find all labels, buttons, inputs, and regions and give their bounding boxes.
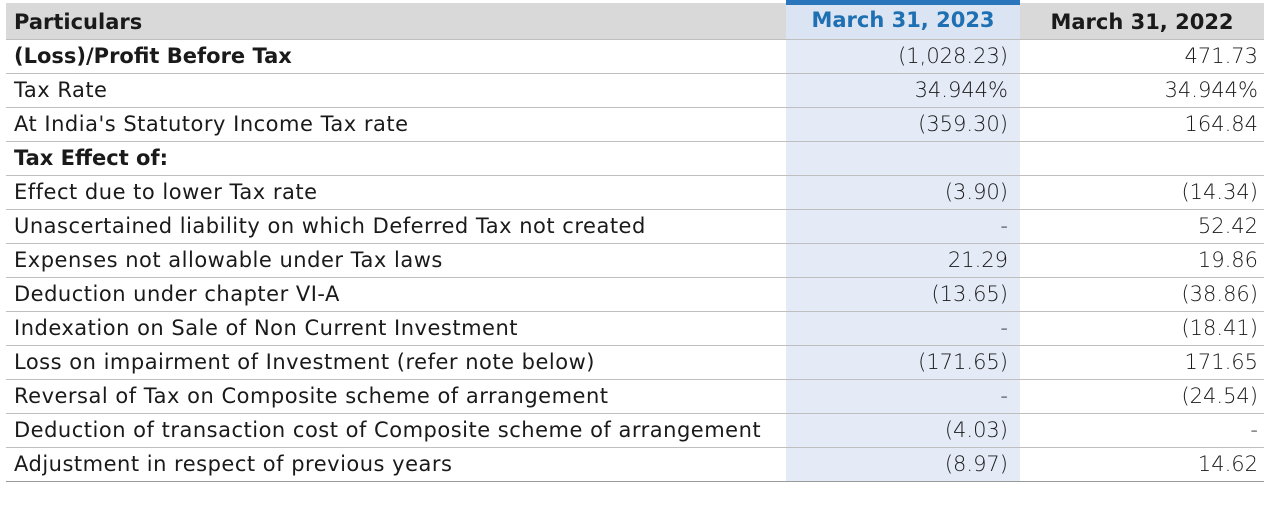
row-current-value: 21.29 bbox=[786, 243, 1020, 278]
header-row: Particulars March 31, 2023 March 31, 202… bbox=[6, 0, 1264, 40]
row-label: Tax Rate bbox=[6, 73, 786, 108]
header-previous-year: March 31, 2022 bbox=[1020, 2, 1264, 40]
table-row: (Loss)/Profit Before Tax (1,028.23) 471.… bbox=[6, 39, 1264, 74]
row-current-value: (8.97) bbox=[786, 447, 1020, 482]
row-current-value: (3.90) bbox=[786, 175, 1020, 210]
row-current-value bbox=[786, 141, 1020, 176]
table-row: Tax Effect of: bbox=[6, 141, 1264, 176]
table-row: Deduction of transaction cost of Composi… bbox=[6, 413, 1264, 448]
table-row: Unascertained liability on which Deferre… bbox=[6, 209, 1264, 244]
row-label: Effect due to lower Tax rate bbox=[6, 175, 786, 210]
header-current-year: March 31, 2023 bbox=[786, 0, 1020, 40]
row-label: Tax Effect of: bbox=[6, 141, 786, 176]
table-row: Expenses not allowable under Tax laws 21… bbox=[6, 243, 1264, 278]
header-particulars: Particulars bbox=[6, 2, 786, 40]
row-label: Reversal of Tax on Composite scheme of a… bbox=[6, 379, 786, 414]
table-row: Loss on impairment of Investment (refer … bbox=[6, 345, 1264, 380]
row-label: Deduction under chapter VI-A bbox=[6, 277, 786, 312]
row-previous-value: 164.84 bbox=[1020, 107, 1264, 142]
row-previous-value: 171.65 bbox=[1020, 345, 1264, 380]
row-previous-value: 14.62 bbox=[1020, 447, 1264, 482]
row-current-value: - bbox=[786, 209, 1020, 244]
row-label: Deduction of transaction cost of Composi… bbox=[6, 413, 786, 448]
row-previous-value bbox=[1020, 141, 1264, 176]
row-label: At India's Statutory Income Tax rate bbox=[6, 107, 786, 142]
row-previous-value: (38.86) bbox=[1020, 277, 1264, 312]
row-current-value: (171.65) bbox=[786, 345, 1020, 380]
row-current-value: 34.944% bbox=[786, 73, 1020, 108]
row-current-value: - bbox=[786, 311, 1020, 346]
row-previous-value: - bbox=[1020, 413, 1264, 448]
row-current-value: (1,028.23) bbox=[786, 39, 1020, 74]
row-previous-value: (18.41) bbox=[1020, 311, 1264, 346]
table-row: Reversal of Tax on Composite scheme of a… bbox=[6, 379, 1264, 414]
table-row: Effect due to lower Tax rate (3.90) (14.… bbox=[6, 175, 1264, 210]
row-previous-value: 52.42 bbox=[1020, 209, 1264, 244]
row-label: (Loss)/Profit Before Tax bbox=[6, 39, 786, 74]
table-row: At India's Statutory Income Tax rate (35… bbox=[6, 107, 1264, 142]
row-current-value: (359.30) bbox=[786, 107, 1020, 142]
row-current-value: - bbox=[786, 379, 1020, 414]
row-label: Indexation on Sale of Non Current Invest… bbox=[6, 311, 786, 346]
row-previous-value: (14.34) bbox=[1020, 175, 1264, 210]
row-previous-value: 19.86 bbox=[1020, 243, 1264, 278]
table-row: Adjustment in respect of previous years … bbox=[6, 447, 1264, 482]
row-label: Expenses not allowable under Tax laws bbox=[6, 243, 786, 278]
row-previous-value: 34.944% bbox=[1020, 73, 1264, 108]
tax-reconciliation-table: Particulars March 31, 2023 March 31, 202… bbox=[6, 0, 1264, 482]
row-label: Loss on impairment of Investment (refer … bbox=[6, 345, 786, 380]
row-label: Unascertained liability on which Deferre… bbox=[6, 209, 786, 244]
table-row: Indexation on Sale of Non Current Invest… bbox=[6, 311, 1264, 346]
row-previous-value: (24.54) bbox=[1020, 379, 1264, 414]
table-row: Tax Rate 34.944% 34.944% bbox=[6, 73, 1264, 108]
row-current-value: (4.03) bbox=[786, 413, 1020, 448]
row-current-value: (13.65) bbox=[786, 277, 1020, 312]
row-label: Adjustment in respect of previous years bbox=[6, 447, 786, 482]
row-previous-value: 471.73 bbox=[1020, 39, 1264, 74]
table-row: Deduction under chapter VI-A (13.65) (38… bbox=[6, 277, 1264, 312]
